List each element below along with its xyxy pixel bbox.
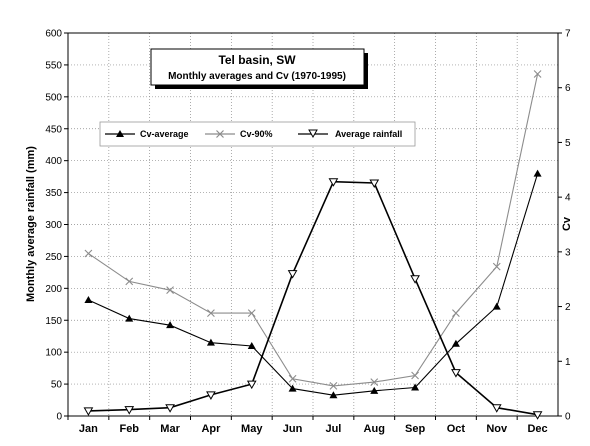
y-tick-label: 300 (45, 220, 62, 231)
y-tick-label: 250 (45, 252, 62, 263)
data-point-cv-average (492, 302, 501, 310)
data-point-cv-average (84, 296, 93, 304)
data-point-cv-90 (370, 378, 379, 386)
x-tick-label: Nov (486, 423, 508, 435)
data-point-cv-average (370, 386, 379, 394)
data-point-cv-90 (247, 309, 256, 318)
y-tick-label: 400 (45, 156, 62, 167)
data-point-average-rainfall (451, 369, 461, 378)
title-box: Tel basin, SW Monthly averages and Cv (1… (150, 48, 368, 89)
legend-marker-cv-90 (216, 130, 224, 138)
legend-item-cv-90: Cv-90% (205, 129, 273, 139)
data-point-average-rainfall (83, 407, 94, 416)
x-tick-label: Aug (364, 423, 385, 435)
title-box-frame (150, 48, 365, 86)
legend: Cv-average Cv-90% Average rainfall (99, 121, 416, 147)
data-point-cv-average (411, 383, 420, 391)
legend-marker-cv-average (116, 130, 124, 137)
data-point-cv-average (166, 321, 175, 329)
x-tick-label: Mar (160, 423, 180, 435)
chart-title: Tel basin, SW (218, 53, 296, 67)
data-point-average-rainfall (246, 380, 257, 390)
legend-item-average-rainfall: Average rainfall (298, 129, 402, 139)
data-point-average-rainfall (328, 178, 339, 187)
y2-tick-label: 1 (565, 357, 571, 368)
data-point-average-rainfall (124, 406, 135, 415)
data-point-average-rainfall (369, 179, 380, 189)
x-tick-label: Jan (79, 423, 98, 435)
data-point-cv-90 (125, 277, 134, 286)
x-tick-label: May (241, 423, 263, 435)
y-tick-label: 50 (51, 380, 63, 391)
y-tick-label: 550 (45, 60, 62, 71)
y-tick-label: 600 (45, 29, 62, 40)
data-point-cv-average (288, 384, 297, 392)
legend-label-cv-90: Cv-90% (240, 129, 273, 139)
y-tick-label: 450 (45, 124, 62, 135)
series-average-rainfall (83, 178, 543, 420)
y-tick-label: 350 (45, 188, 62, 199)
x-tick-label: Feb (119, 423, 139, 435)
x-tick-label: Jul (325, 423, 341, 435)
data-point-cv-90 (533, 70, 542, 78)
y2-tick-label: 0 (565, 412, 571, 423)
chart-subtitle: Monthly averages and Cv (1970-1995) (168, 71, 346, 82)
data-point-cv-90 (492, 262, 501, 271)
y2-tick-label: 5 (565, 138, 571, 149)
series-cv-average (84, 169, 542, 399)
y2-tick-label: 4 (565, 193, 571, 204)
data-point-cv-average (451, 339, 460, 347)
data-point-cv-average (125, 314, 134, 322)
y2-tick-label: 7 (565, 29, 571, 40)
series-line-average-rainfall (88, 180, 538, 416)
series-line-cv-average (88, 173, 539, 396)
data-point-average-rainfall (287, 270, 298, 279)
x-tick-label: Sep (405, 423, 425, 435)
data-point-average-rainfall (491, 404, 502, 413)
grid (68, 32, 558, 416)
data-point-cv-average (247, 341, 256, 349)
y-tick-label: 0 (56, 412, 62, 423)
y2-tick-label: 2 (565, 302, 571, 313)
data-point-cv-90 (207, 309, 215, 318)
x-tick-label: Apr (201, 423, 221, 435)
legend-item-cv-average: Cv-average (105, 129, 189, 139)
legend-frame (99, 121, 416, 147)
data-point-cv-90 (166, 286, 174, 295)
data-point-cv-average (533, 169, 542, 177)
y2-tick-label: 6 (565, 83, 571, 94)
series-cv-90 (84, 70, 542, 390)
y-tick-label: 200 (45, 284, 62, 295)
data-point-average-rainfall (410, 275, 420, 284)
y2-axis-title: Cv (561, 216, 573, 231)
series (83, 70, 543, 420)
data-point-average-rainfall (165, 404, 175, 413)
data-point-average-rainfall (206, 391, 216, 400)
data-point-cv-90 (84, 249, 93, 258)
data-point-cv-90 (288, 374, 297, 383)
data-point-cv-average (329, 391, 338, 399)
x-tick-label: Dec (527, 423, 547, 435)
y-tick-label: 100 (45, 348, 62, 359)
legend-label-average-rainfall: Average rainfall (335, 129, 402, 139)
data-point-cv-90 (329, 382, 338, 390)
data-point-cv-90 (411, 371, 419, 380)
x-tick-label: Jun (283, 423, 303, 435)
series-line-cv-90 (88, 73, 539, 387)
legend-label-cv-average: Cv-average (140, 129, 189, 139)
data-point-average-rainfall (532, 411, 543, 420)
y2-tick-label: 3 (565, 247, 571, 258)
y-axis-title: Monthly average rainfall (mm) (25, 146, 37, 302)
legend-marker-average-rainfall (308, 129, 318, 139)
y-tick-label: 150 (45, 316, 62, 327)
data-point-cv-90 (452, 309, 460, 318)
x-tick-label: Oct (447, 423, 466, 435)
y-tick-label: 500 (45, 92, 62, 103)
data-point-cv-average (206, 338, 215, 346)
